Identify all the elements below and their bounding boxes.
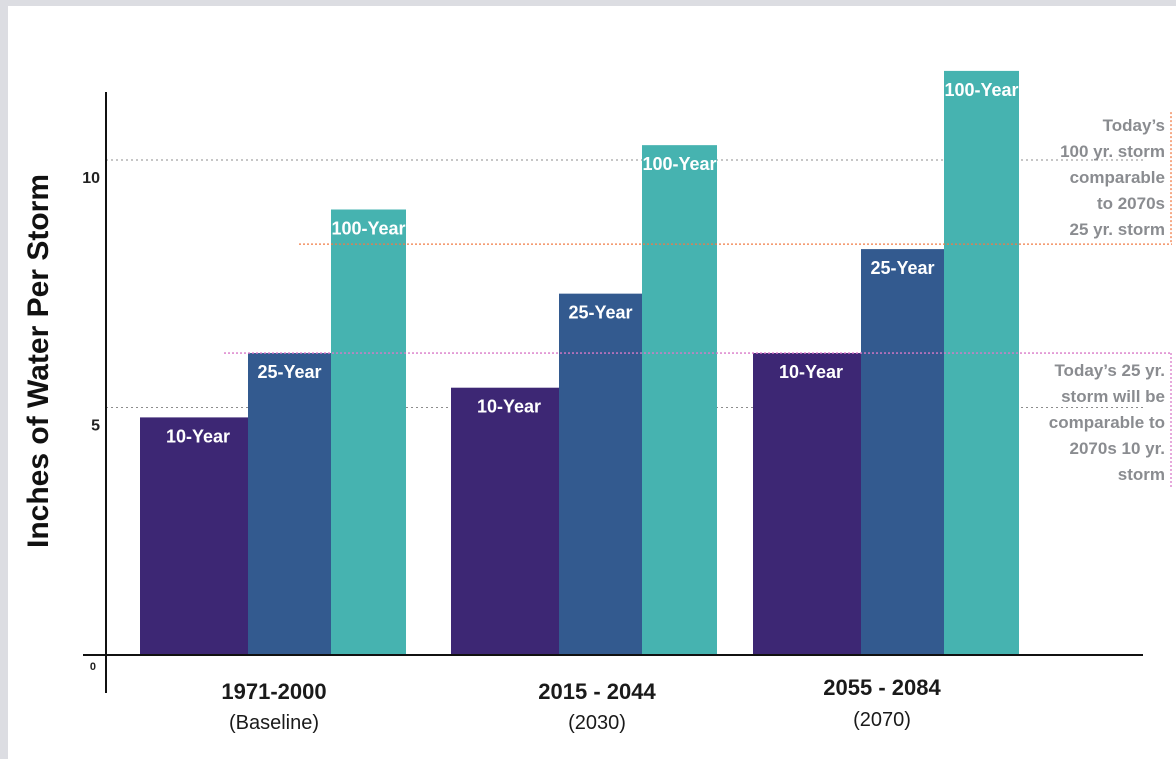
bar-label-25-year-2: 25-Year xyxy=(568,303,632,323)
annotation-2-line-5: storm xyxy=(1118,465,1165,484)
bar-label-10-year-2: 10-Year xyxy=(477,397,541,417)
bar-label-100-year-1: 100-Year xyxy=(331,219,405,239)
annotation-1-line-3: comparable xyxy=(1070,168,1165,187)
bar-label-25-year-1: 25-Year xyxy=(257,362,321,382)
bars xyxy=(140,70,1019,655)
bar-100-year-1 xyxy=(331,209,406,655)
annotation-1-line-4: to 2070s xyxy=(1097,194,1165,213)
bar-label-25-year-3: 25-Year xyxy=(870,258,934,278)
bar-label-10-year-3: 10-Year xyxy=(779,362,843,382)
annotation-2-line-1: Today’s 25 yr. xyxy=(1054,361,1165,380)
x-category-sublabel-3: (2070) xyxy=(853,709,911,731)
y-tick-label-0: 0 xyxy=(90,661,96,673)
chart-panel: 10-Year 25-Year 100-Year 10-Year 25-Year 100-… xyxy=(8,6,1176,759)
annotation-1-line-5: 25 yr. storm xyxy=(1070,220,1165,239)
y-axis-title: Inches of Water Per Storm xyxy=(22,174,55,548)
annotation-2-line-2: storm will be xyxy=(1061,387,1165,406)
x-category-sublabel-2: (2030) xyxy=(568,712,626,734)
bar-100-year-2 xyxy=(642,145,717,655)
annotation-2-line-4: 2070s 10 yr. xyxy=(1070,439,1165,458)
x-category-label-2: 2015 - 2044 xyxy=(538,679,656,704)
bar-10-year-2 xyxy=(451,387,559,655)
bar-label-100-year-2: 100-Year xyxy=(642,154,716,174)
x-category-sublabel-1: (Baseline) xyxy=(229,712,319,734)
bar-10-year-1 xyxy=(140,417,248,655)
bar-10-year-3 xyxy=(753,353,861,655)
bar-25-year-2 xyxy=(559,293,642,655)
bar-label-10-year-1: 10-Year xyxy=(166,426,230,446)
y-tick-label-10: 10 xyxy=(82,170,100,187)
annotation-1-line-1: Today’s xyxy=(1103,116,1165,135)
bar-25-year-1 xyxy=(248,353,331,655)
labels: 10-Year 25-Year 100-Year 10-Year 25-Year 100-… xyxy=(82,80,1165,734)
storm-chart: 10-Year 25-Year 100-Year 10-Year 25-Year 100-… xyxy=(22,70,1172,734)
y-tick-label-5: 5 xyxy=(91,418,100,435)
bar-25-year-3 xyxy=(861,249,944,655)
bar-100-year-3 xyxy=(944,70,1019,655)
annotation-2-line-3: comparable to xyxy=(1049,413,1165,432)
bar-label-100-year-3: 100-Year xyxy=(944,80,1018,100)
axes xyxy=(83,92,1143,693)
annotation-1-line-2: 100 yr. storm xyxy=(1060,142,1165,161)
reference-lines xyxy=(224,112,1172,490)
x-category-label-3: 2055 - 2084 xyxy=(823,675,941,700)
x-category-label-1: 1971-2000 xyxy=(221,679,326,704)
